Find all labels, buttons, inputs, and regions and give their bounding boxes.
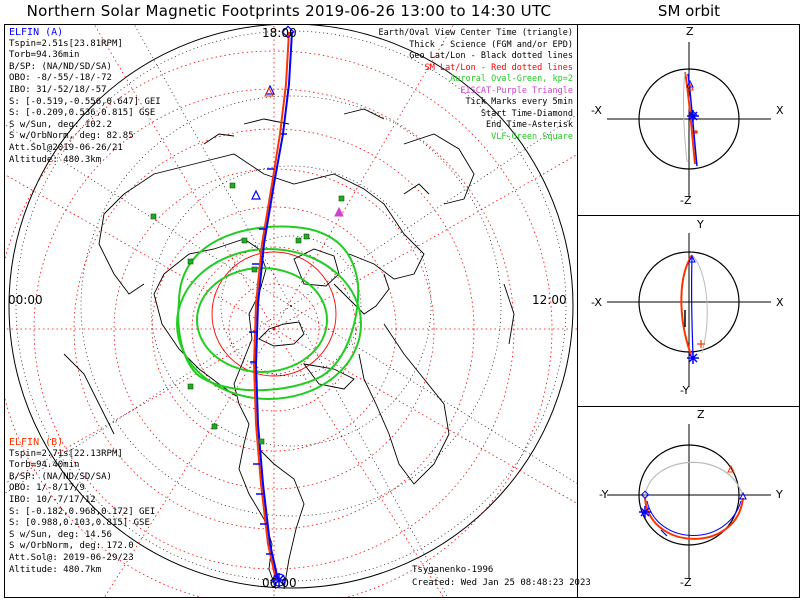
legend-item: VLF-Green Square [491,131,573,142]
view-center-triangle-mid [251,189,261,200]
elfin-b-track [252,31,290,581]
orbit-a-path [690,256,694,358]
elfin-b-line: OBO: 1/-8/17/9 [9,483,85,494]
orbit-yz-label-bottom: -Z [680,576,692,589]
map-label-right: 12:00 [532,293,567,307]
created-timestamp: Created: Wed Jan 25 08:48:23 2023 [412,578,591,588]
elfin-b-line: S: [-0.182,0.968,0.172] GEI [9,506,156,517]
legend-item: Start Time-Diamond [480,108,573,119]
coastlines [63,108,515,590]
elfin-a-line: B/SP: (NA/ND/SD/SA) [9,61,112,72]
orbit-b-path [644,497,744,540]
elfin-a-info: ELFIN (A) Tspin=2.51s[23.81RPM] Torb=94.… [9,27,161,166]
legend-item: End Time-Asterisk [486,120,573,130]
orbit-panel-xy [607,233,771,387]
elfin-b-line: S w/Sun, deg: 14.56 [9,529,112,540]
sm-inner-circle [211,251,337,377]
orbit-xy-label-right: X [776,296,784,309]
legend-item: Tick Marks every 5min [465,97,573,107]
elfin-a-line: Tspin=2.51s[23.81RPM] [9,38,123,49]
elfin-b-info: ELFIN (B) Tspin=2.71s[22.13RPM] Torb=94.… [9,437,155,576]
map-label-top: 18:00 [262,26,297,40]
earth-circle [638,444,740,546]
orbit-xz-label-bottom: -Z [680,194,692,207]
elfin-b-line: S w/OrbNorm, deg: 172.0 [9,541,134,552]
elfin-b-line: IBO: 10/-7/17/12 [9,494,96,505]
elfin-b-line: B/SP: (NA/ND/SD/SA) [9,471,112,482]
orbit-yz-label-top: Z [697,408,705,421]
orbit-yz-label-right: Y [776,488,783,501]
globe-outline [8,25,574,589]
elfin-b-line: S: [0.988,0.103,0.815] GSE [9,518,150,529]
orbit-xz-label-top: Z [686,25,694,38]
orbit-xy-label-left: -X [591,296,602,309]
elfin-b-line: Torb=94.40min [9,460,80,471]
map-label-bottom: 06:00 [262,576,297,590]
elfin-b-title: ELFIN (B) [9,437,64,448]
orbit-panel-yz [607,424,771,578]
model-credit: Tsyganenko-1996 [412,565,494,575]
elfin-a-title: ELFIN (A) [9,27,64,38]
geo-lat-lon-grid [5,25,577,597]
orbit-xz-label-right: X [776,104,784,117]
view-center-triangle-b [264,86,274,97]
elfin-a-track [254,31,293,581]
orbit-xz-label-left: -X [591,104,602,117]
elfin-a-line: S w/OrbNorm, deg: 82.85 [9,131,134,142]
elfin-a-line: S w/Sun, deg: 102.2 [9,119,112,130]
orbit-title: SM orbit [657,2,721,20]
legend-item: Auroral Oval-Green, kp=2 [450,74,573,84]
elfin-b-line: Tspin=2.71s[22.13RPM] [9,448,123,459]
legend: Earth/Oval View Center Time (triangle) T… [379,28,573,143]
elfin-b-line: Altitude: 480.7km [9,564,102,575]
orbit-b-path [680,254,693,356]
legend-item: Thick - Science (FGM and/or EPD) [409,39,573,50]
orbit-xy-label-bottom: -Y [680,384,690,397]
polar-footprint-map [5,25,577,597]
orbit-xy-label-top: Y [697,218,704,231]
elfin-a-line: OBO: -8/-55/-18/-72 [9,73,112,84]
elfin-a-line: Altitude: 480.3km [9,154,102,165]
start-diamond [281,25,295,39]
orbit-b-path [684,71,696,165]
elfin-a-line: Att.Sol@2019-06-26/21 [9,142,123,153]
orbit-a-path [687,73,698,167]
legend-item: EISCAT-Purple Triangle [460,85,573,96]
legend-item: SM Lat/Lon - Red dotted lines [424,62,573,73]
eiscat-triangle [334,206,344,217]
elfin-a-line: IBO: 31/-52/18/-57 [9,84,107,95]
sm-lon-grid [5,25,577,597]
orbit-panel-xz [607,42,771,196]
elfin-a-line: S: [-0.519,-0.556,0.647] GEI [9,96,161,107]
orbit-a-path [646,500,742,536]
elfin-b-line: Att.Sol@: 2019-06-29/23 [9,552,134,563]
map-label-left: 00:00 [8,293,43,307]
legend-item: Earth/Oval View Center Time (triangle) [378,28,573,38]
vlf-stations [150,182,345,445]
earth-circle [638,68,740,170]
end-circle [272,573,286,587]
elfin-a-line: Torb=94.36min [9,50,80,61]
elfin-a-line: S: [-0.209,0.536,0.815] GSE [9,108,156,119]
legend-item: Geo Lat/Lon - Black dotted lines [409,51,573,61]
track-tick-marks [249,133,287,555]
orbit-yz-label-left: -Y [599,488,609,501]
end-asterisk [272,573,286,587]
plot-title: Northern Solar Magnetic Footprints 2019-… [26,2,552,20]
